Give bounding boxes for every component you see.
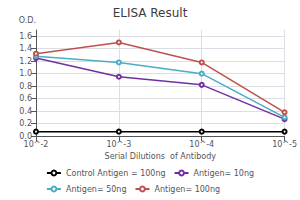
svg-text:0.8: 0.8 [19, 82, 32, 91]
svg-text:0.2: 0.2 [19, 119, 32, 128]
svg-text:O.D.: O.D. [19, 16, 36, 25]
svg-text:1.0: 1.0 [19, 69, 32, 78]
svg-text:1.6: 1.6 [19, 32, 32, 41]
svg-text:Antigen= 10ng: Antigen= 10ng [194, 169, 255, 178]
svg-text:Antigen= 100ng: Antigen= 100ng [154, 185, 220, 194]
svg-text:10^-4: 10^-4 [189, 140, 214, 149]
svg-text:0.6: 0.6 [19, 94, 32, 103]
svg-text:Antigen= 50ng: Antigen= 50ng [66, 185, 127, 194]
svg-text:10^-3: 10^-3 [106, 140, 131, 149]
svg-text:Serial Dilutions of Antibody: Serial Dilutions of Antibody [105, 152, 217, 161]
svg-text:10^-2: 10^-2 [24, 140, 49, 149]
svg-text:0.0: 0.0 [19, 131, 32, 141]
svg-text:Control Antigen = 100ng: Control Antigen = 100ng [66, 169, 166, 178]
svg-text:1.4: 1.4 [19, 44, 32, 53]
svg-text:10^-5: 10^-5 [272, 140, 297, 149]
svg-text:1.2: 1.2 [19, 57, 32, 66]
svg-text:0.4: 0.4 [19, 107, 32, 116]
svg-text:ELISA Result: ELISA Result [113, 6, 188, 20]
